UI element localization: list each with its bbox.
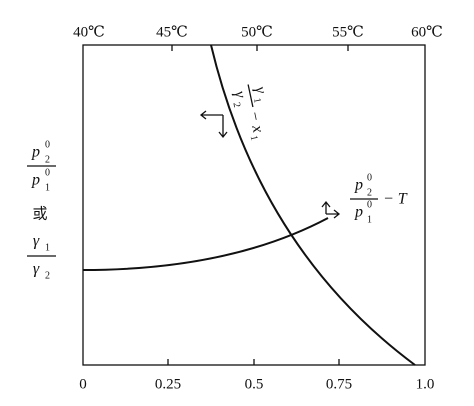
curve-label-part: 2	[230, 101, 242, 108]
bottom-tick-label: 0.25	[155, 376, 181, 392]
curve-label-part: 0	[367, 172, 372, 183]
ticks	[167, 45, 349, 365]
top-tick-label: 40℃	[73, 24, 105, 40]
y-label-part: 1	[45, 182, 50, 193]
y-label-part: γ	[33, 261, 40, 278]
arrows	[199, 110, 341, 219]
curve-label-part: 1	[248, 134, 260, 141]
curve-label-part: 2	[367, 187, 372, 198]
top-tick-label: 45℃	[156, 24, 188, 40]
curve-label: γ 1 γ 2 − x 1	[230, 84, 269, 142]
bottom-tick-label: 0.75	[326, 376, 352, 392]
y-label-part: 1	[45, 242, 50, 253]
bottom-tick-label: 0.5	[245, 376, 264, 392]
curve-label-part: − x	[245, 109, 266, 134]
y-label-part: 2	[45, 154, 50, 165]
y-label-part: p	[31, 172, 40, 189]
curve-label-part: − T	[383, 191, 408, 208]
bottom-tick-label: 0	[79, 376, 87, 392]
curve	[82, 217, 329, 271]
curve-label-part: p	[354, 177, 363, 194]
y-label-part: 0	[45, 167, 50, 178]
y-label-part: 或	[32, 205, 47, 222]
top-tick-label: 55℃	[332, 24, 364, 40]
y-label-part: 0	[45, 139, 50, 150]
curve-label-part: p	[354, 204, 363, 221]
curve-label-part: 1	[251, 97, 263, 104]
fraction-bar	[247, 84, 254, 108]
curve-label-part: 0	[367, 199, 372, 210]
curve-label-part: γ	[231, 90, 249, 100]
top-tick-label: 60℃	[411, 24, 443, 40]
top-tick-label: 50℃	[241, 24, 273, 40]
curve-label-part: 1	[367, 214, 372, 225]
y-label-part: γ	[33, 233, 40, 250]
bottom-tick-label: 1.0	[416, 376, 435, 392]
y-label-part: 2	[45, 270, 50, 281]
curve-label-part: γ	[251, 85, 269, 95]
y-label-part: p	[31, 144, 40, 161]
curve	[210, 44, 416, 366]
